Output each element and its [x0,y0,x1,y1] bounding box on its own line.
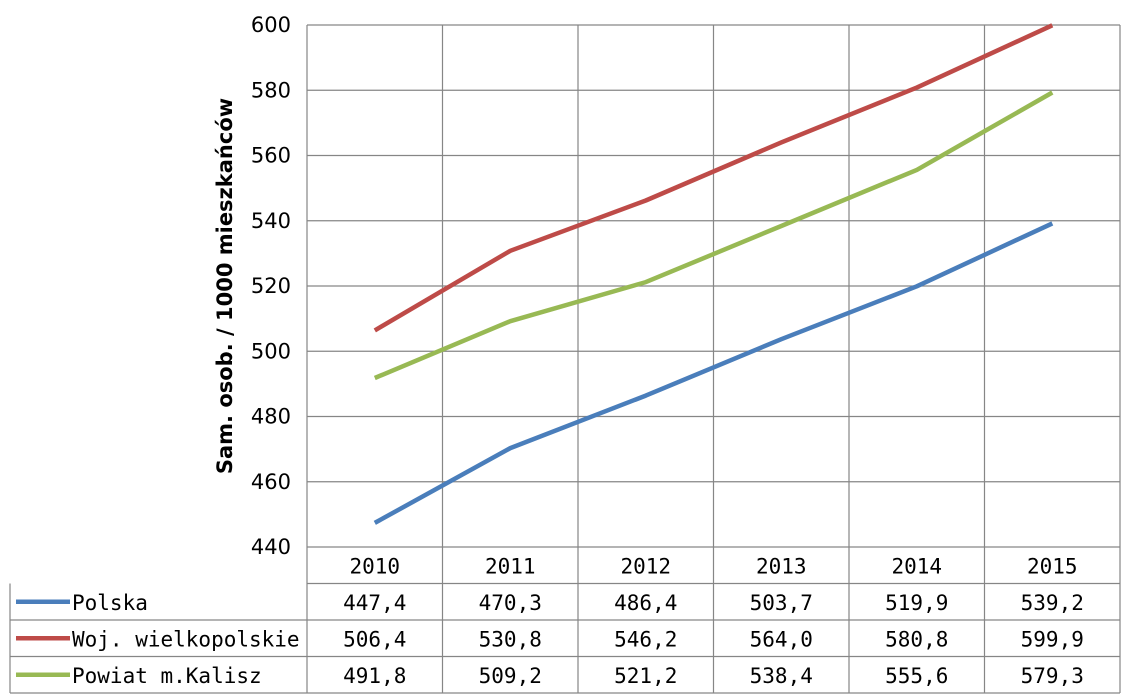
data-point [373,521,377,525]
y-tick-label: 480 [251,405,291,429]
data-value-label: 447,4 [343,591,406,615]
data-value-label: 503,7 [750,591,813,615]
data-value-label: 580,8 [885,627,948,651]
data-value-label: 555,6 [885,664,948,688]
data-point [644,280,648,284]
data-point [779,140,783,144]
y-tick-label: 440 [251,535,291,559]
data-value-label: 486,4 [614,591,677,615]
data-point [644,199,648,203]
y-tick-label: 560 [251,144,291,168]
series-lines [373,23,1054,525]
data-value-label: 521,2 [614,664,677,688]
data-point [779,224,783,228]
data-value-label: 564,0 [750,627,813,651]
data-value-label: 470,3 [479,591,542,615]
data-point [508,249,512,253]
data-point [915,86,919,90]
series-name-label: Powiat m.Kalisz [72,664,262,688]
y-tick-label: 500 [251,339,291,363]
x-tick-label: 2011 [485,554,536,578]
x-tick-label: 2012 [620,554,671,578]
y-tick-label: 600 [251,13,291,37]
data-value-label: 599,9 [1021,627,1084,651]
series-line-1 [373,23,1054,333]
data-point [915,284,919,288]
data-point [1050,221,1054,225]
data-table [9,25,1121,694]
data-value-label: 538,4 [750,664,813,688]
y-tick-label: 580 [251,78,291,102]
data-point [373,376,377,380]
x-tick-label: 2014 [891,554,942,578]
x-tick-label: 2013 [756,554,807,578]
data-point [644,394,648,398]
data-value-label: 509,2 [479,664,542,688]
data-point [779,337,783,341]
data-point [1050,23,1054,27]
data-value-label: 539,2 [1021,591,1084,615]
data-point [915,168,919,172]
data-point [508,446,512,450]
series-name-label: Woj. wielkopolskie [72,627,300,651]
data-point [508,319,512,323]
series-name-label: Polska [72,591,148,615]
y-tick-label: 520 [251,274,291,298]
y-axis-title: Sam. osob. / 1000 mieszkańców [213,98,237,474]
y-tick-label: 540 [251,209,291,233]
data-value-label: 519,9 [885,591,948,615]
data-value-label: 530,8 [479,627,542,651]
chart-text: 440 460 480 500 520 540 560 580 600 2010 2011 2012 2… [72,13,1084,688]
data-value-label: 546,2 [614,627,677,651]
data-value-label: 506,4 [343,627,406,651]
x-tick-label: 2010 [349,554,400,578]
data-point [1050,91,1054,95]
data-value-label: 491,8 [343,664,406,688]
series-line-0 [373,221,1054,525]
x-tick-label: 2015 [1027,554,1078,578]
data-value-label: 579,3 [1021,664,1084,688]
series-line-2 [373,90,1054,381]
data-point [373,328,377,332]
y-tick-label: 460 [251,470,291,494]
